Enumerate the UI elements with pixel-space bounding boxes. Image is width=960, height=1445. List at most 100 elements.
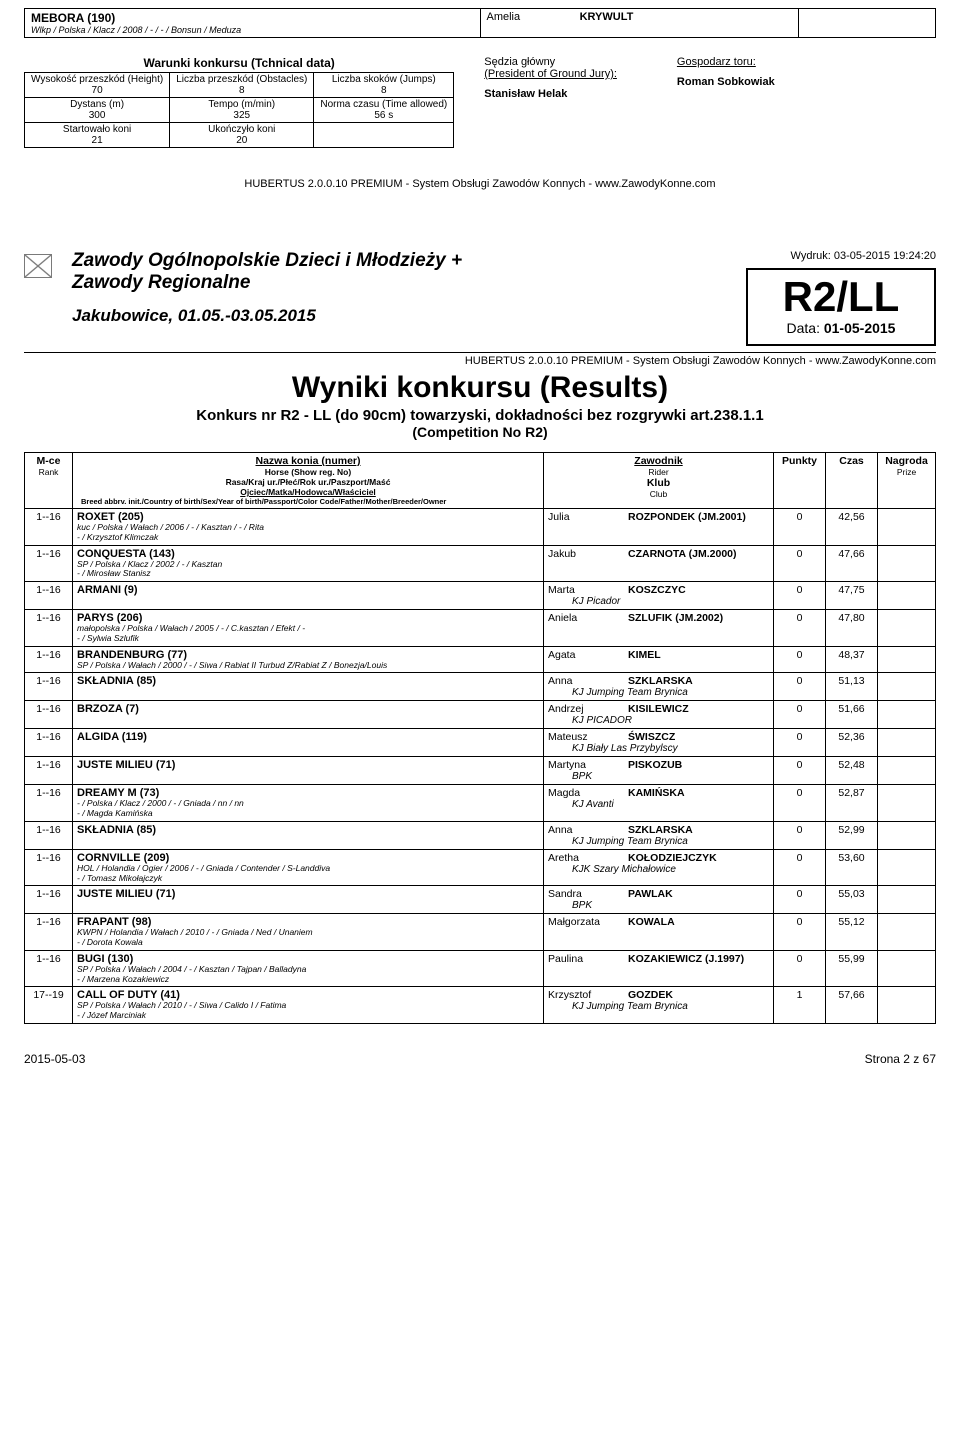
event-title-line1: Zawody Ogólnopolskie Dzieci i Młodzieży … [72,250,726,272]
table-row: 1--16FRAPANT (98)KWPN / Holandia / Wałac… [25,914,936,951]
rider-cell: MartaKOSZCZYCKJ Picador [544,582,774,610]
hdr-rider: Zawodnik Rider Klub Club [544,453,774,509]
horse-cell: BRZOZA (7) [73,701,544,729]
rider-cell: KrzysztofGOZDEKKJ Jumping Team Brynica [544,987,774,1024]
technical-and-officials: Warunki konkursu (Tchnical data) Wysokoś… [24,56,936,148]
tech-title: Warunki konkursu (Tchnical data) [24,56,454,70]
rank-cell: 1--16 [25,646,73,673]
page-footer: 2015-05-03 Strona 2 z 67 [24,1052,936,1066]
prize-cell [878,785,936,822]
rider-cell: AndrzejKISILEWICZKJ PICADOR [544,701,774,729]
results-table: M-ce Rank Nazwa konia (numer) Horse (Sho… [24,452,936,1024]
points-cell: 0 [774,673,826,701]
rank-cell: 1--16 [25,950,73,987]
rank-cell: 1--16 [25,849,73,886]
table-row: 1--16ROXET (205)kuc / Polska / Wałach / … [25,509,936,546]
table-row: 1--16DREAMY M (73)- / Polska / Klacz / 2… [25,785,936,822]
prize-cell [878,757,936,785]
horse-cell: JUSTE MILIEU (71) [73,757,544,785]
horse-cell: BRANDENBURG (77)SP / Polska / Wałach / 2… [73,646,544,673]
hdr-points: Punkty [774,453,826,509]
time-cell: 55,03 [826,886,878,914]
rank-cell: 1--16 [25,729,73,757]
prize-cell [878,610,936,647]
time-cell: 55,99 [826,950,878,987]
prize-cell [878,646,936,673]
rider-cell: JakubCZARNOTA (JM.2000) [544,545,774,582]
tech-cell: Liczba skoków (Jumps)8 [314,73,454,98]
tech-cell: Norma czasu (Time allowed)56 s [314,98,454,123]
rider-cell: MartynaPISKOZUBBPK [544,757,774,785]
time-cell: 48,37 [826,646,878,673]
time-cell: 53,60 [826,849,878,886]
rider-cell: MateuszŚWISZCZKJ Biały Las Przybylscy [544,729,774,757]
prize-cell [878,509,936,546]
horse-cell: DREAMY M (73)- / Polska / Klacz / 2000 /… [73,785,544,822]
tech-cell [314,123,454,148]
rider-cell: MałgorzataKOWALA [544,914,774,951]
points-cell: 0 [774,701,826,729]
rank-cell: 1--16 [25,545,73,582]
event-dates: Jakubowice, 01.05.-03.05.2015 [72,306,726,326]
points-cell: 0 [774,785,826,822]
points-cell: 0 [774,821,826,849]
footer-date: 2015-05-03 [24,1052,85,1066]
prize-cell [878,914,936,951]
results-title: Wyniki konkursu (Results) [24,371,936,405]
rank-cell: 1--16 [25,673,73,701]
rider-cell: AnnaSZKLARSKAKJ Jumping Team Brynica [544,673,774,701]
top-rider-last: KRYWULT [580,11,634,23]
points-cell: 0 [774,610,826,647]
rider-cell: JuliaROZPONDEK (JM.2001) [544,509,774,546]
prize-cell [878,821,936,849]
rider-cell: SandraPAWLAKBPK [544,886,774,914]
rider-cell: AnielaSZLUFIK (JM.2002) [544,610,774,647]
footer-page: Strona 2 z 67 [865,1052,936,1066]
time-cell: 57,66 [826,987,878,1024]
results-subtitle2: (Competition No R2) [24,424,936,440]
rank-cell: 17--19 [25,987,73,1024]
rank-cell: 1--16 [25,785,73,822]
placeholder-image-icon [24,254,52,278]
top-rider-first: Amelia [487,11,577,23]
rider-cell: ArethaKOŁODZIEJCZYKKJK Szary Michałowice [544,849,774,886]
rank-cell: 1--16 [25,610,73,647]
tech-cell: Wysokość przeszkód (Height)70 [25,73,170,98]
table-row: 1--16JUSTE MILIEU (71)SandraPAWLAKBPK055… [25,886,936,914]
hdr-horse: Nazwa konia (numer) Horse (Show reg. No)… [73,453,544,509]
tech-cell: Ukończyło koni20 [170,123,314,148]
event-title-line2: Zawody Regionalne [72,272,726,294]
rank-cell: 1--16 [25,821,73,849]
horse-cell: CORNVILLE (209)HOL / Holandia / Ogier / … [73,849,544,886]
points-cell: 0 [774,950,826,987]
time-cell: 52,36 [826,729,878,757]
hdr-rank: M-ce Rank [25,453,73,509]
horse-cell: ARMANI (9) [73,582,544,610]
points-cell: 0 [774,509,826,546]
rank-cell: 1--16 [25,886,73,914]
horse-cell: CALL OF DUTY (41)SP / Polska / Wałach / … [73,987,544,1024]
table-row: 1--16JUSTE MILIEU (71)MartynaPISKOZUBBPK… [25,757,936,785]
time-cell: 47,80 [826,610,878,647]
rider-cell: MagdaKAMIŃSKAKJ Avanti [544,785,774,822]
prize-cell [878,673,936,701]
time-cell: 52,48 [826,757,878,785]
points-cell: 0 [774,757,826,785]
tech-table: Wysokość przeszkód (Height)70Liczba prze… [24,72,454,148]
table-row: 17--19CALL OF DUTY (41)SP / Polska / Wał… [25,987,936,1024]
competition-code: R2/LL [762,276,920,318]
points-cell: 0 [774,646,826,673]
tech-cell: Startowało koni21 [25,123,170,148]
horse-cell: SKŁADNIA (85) [73,673,544,701]
time-cell: 55,12 [826,914,878,951]
prize-cell [878,987,936,1024]
table-row: 1--16BUGI (130)SP / Polska / Wałach / 20… [25,950,936,987]
table-row: 1--16CORNVILLE (209)HOL / Holandia / Ogi… [25,849,936,886]
horse-cell: PARYS (206)małopolska / Polska / Wałach … [73,610,544,647]
rank-cell: 1--16 [25,509,73,546]
judge-label2: (President of Ground Jury): [484,68,617,80]
rider-cell: AgataKIMEL [544,646,774,673]
tech-cell: Tempo (m/min)325 [170,98,314,123]
time-cell: 42,56 [826,509,878,546]
horse-cell: JUSTE MILIEU (71) [73,886,544,914]
